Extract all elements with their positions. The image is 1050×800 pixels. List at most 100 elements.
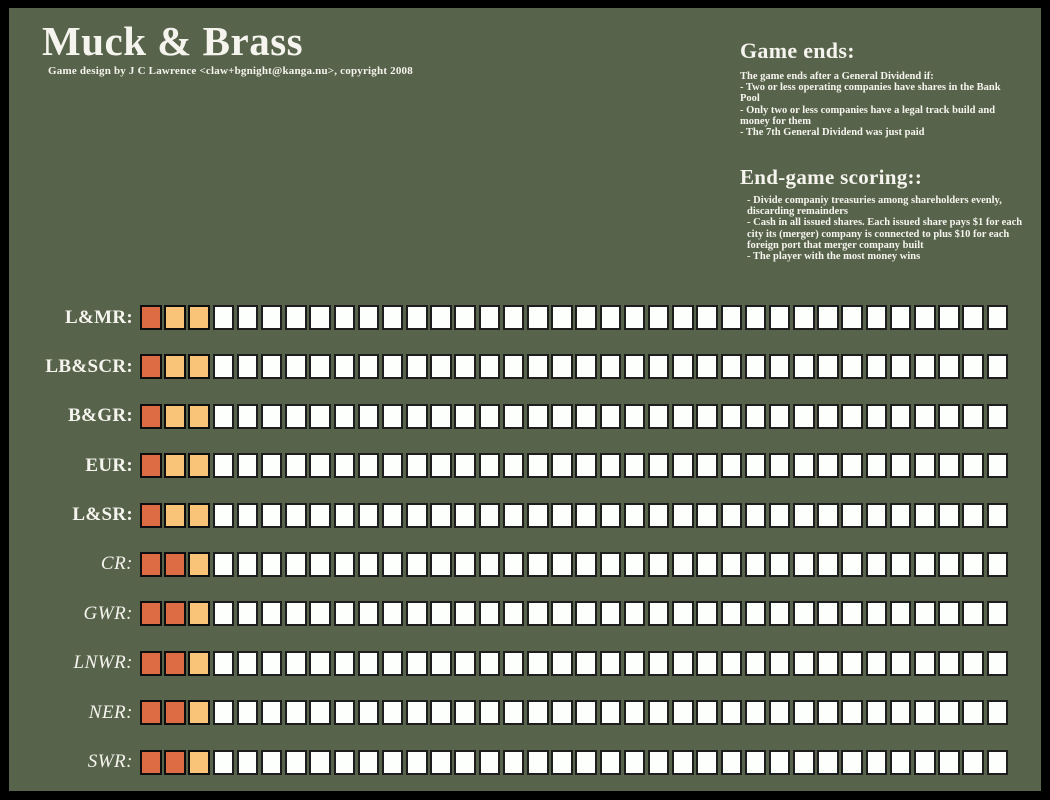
track-square-empty[interactable] [647,305,670,330]
track-square-empty[interactable] [889,453,912,479]
track-square-empty[interactable] [406,749,428,775]
track-square-empty[interactable] [768,601,791,627]
track-square-empty[interactable] [672,453,694,479]
track-square-empty[interactable] [672,551,694,577]
track-square-empty[interactable] [623,305,646,330]
track-square-empty[interactable] [865,502,888,528]
track-square-empty[interactable] [647,453,670,479]
track-square-empty[interactable] [889,749,912,775]
track-square-empty[interactable] [938,601,960,627]
track-square-empty[interactable] [551,502,573,528]
track-square-empty[interactable] [575,601,597,627]
track-square-empty[interactable] [889,502,912,528]
track-square-empty[interactable] [962,700,984,726]
track-square-empty[interactable] [672,502,694,528]
track-square-empty[interactable] [696,650,718,676]
track-square-empty[interactable] [817,601,839,627]
track-square-empty[interactable] [599,354,622,380]
track-square-empty[interactable] [672,403,694,429]
track-square-orange[interactable] [188,305,210,330]
track-square-orange[interactable] [188,601,210,627]
track-square-empty[interactable] [938,354,960,380]
track-square-empty[interactable] [623,354,646,380]
track-square-empty[interactable] [260,551,283,577]
track-square-empty[interactable] [914,650,936,676]
track-square-empty[interactable] [647,551,670,577]
track-square-empty[interactable] [914,403,936,429]
track-square-empty[interactable] [260,749,283,775]
track-square-empty[interactable] [599,453,622,479]
track-square-empty[interactable] [986,551,1009,577]
track-square-empty[interactable] [381,749,404,775]
track-square-empty[interactable] [502,749,525,775]
track-square-empty[interactable] [793,354,815,380]
track-square-empty[interactable] [381,305,404,330]
track-square-empty[interactable] [744,502,767,528]
track-square-empty[interactable] [285,700,307,726]
track-square-empty[interactable] [793,749,815,775]
track-square-empty[interactable] [914,354,936,380]
track-square-empty[interactable] [236,551,259,577]
track-square-empty[interactable] [381,650,404,676]
track-square-empty[interactable] [938,403,960,429]
track-square-empty[interactable] [357,551,380,577]
track-square-empty[interactable] [454,749,476,775]
track-square-empty[interactable] [720,700,742,726]
track-square-empty[interactable] [647,354,670,380]
track-square-empty[interactable] [406,601,428,627]
track-square-empty[interactable] [430,305,452,330]
track-square-orange[interactable] [188,403,210,429]
track-square-empty[interactable] [914,305,936,330]
track-square-empty[interactable] [430,551,452,577]
track-square-empty[interactable] [986,453,1009,479]
track-square-empty[interactable] [672,700,694,726]
track-square-empty[interactable] [527,551,549,577]
track-square-empty[interactable] [551,700,573,726]
track-square-empty[interactable] [212,453,235,479]
track-square-empty[interactable] [889,305,912,330]
track-square-empty[interactable] [720,354,742,380]
track-square-empty[interactable] [744,551,767,577]
track-square-empty[interactable] [357,700,380,726]
track-square-empty[interactable] [938,551,960,577]
track-square-empty[interactable] [527,403,549,429]
track-square-empty[interactable] [841,502,863,528]
track-square-empty[interactable] [962,453,984,479]
track-square-empty[interactable] [454,354,476,380]
track-square-empty[interactable] [430,403,452,429]
track-square-empty[interactable] [986,403,1009,429]
track-square-empty[interactable] [768,502,791,528]
track-square-empty[interactable] [285,305,307,330]
track-square-empty[interactable] [357,650,380,676]
track-square-empty[interactable] [962,502,984,528]
track-square-red[interactable] [140,305,162,330]
track-square-empty[interactable] [865,354,888,380]
track-square-red[interactable] [140,700,162,726]
track-square-empty[interactable] [599,700,622,726]
track-square-empty[interactable] [623,650,646,676]
track-square-empty[interactable] [841,551,863,577]
track-square-empty[interactable] [865,650,888,676]
track-square-empty[interactable] [309,650,331,676]
track-square-empty[interactable] [962,403,984,429]
track-square-empty[interactable] [768,749,791,775]
track-square-red[interactable] [140,453,162,479]
track-square-empty[interactable] [623,453,646,479]
track-square-empty[interactable] [236,305,259,330]
track-square-empty[interactable] [381,700,404,726]
track-square-empty[interactable] [962,354,984,380]
track-square-empty[interactable] [406,551,428,577]
track-square-empty[interactable] [454,403,476,429]
track-square-empty[interactable] [938,453,960,479]
track-square-empty[interactable] [381,453,404,479]
track-square-empty[interactable] [285,650,307,676]
track-square-empty[interactable] [647,502,670,528]
track-square-empty[interactable] [817,354,839,380]
track-square-empty[interactable] [551,305,573,330]
track-square-empty[interactable] [309,502,331,528]
track-square-empty[interactable] [502,551,525,577]
track-square-empty[interactable] [962,551,984,577]
track-square-empty[interactable] [478,305,501,330]
track-square-empty[interactable] [333,700,355,726]
track-square-empty[interactable] [720,403,742,429]
